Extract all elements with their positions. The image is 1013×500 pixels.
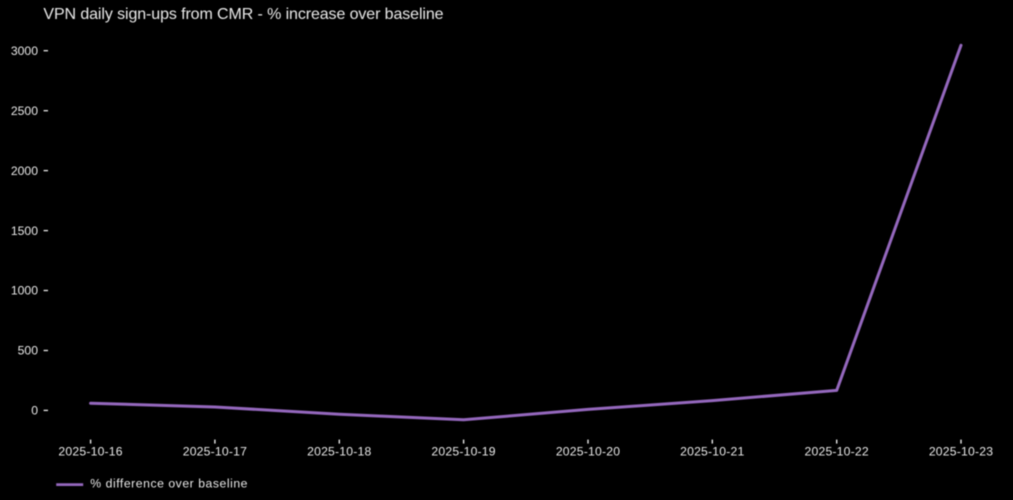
svg-text:0: 0 [31,404,38,418]
svg-text:2000: 2000 [11,164,38,178]
svg-text:2025-10-22: 2025-10-22 [805,445,869,459]
svg-text:2025-10-20: 2025-10-20 [556,445,620,459]
svg-text:2025-10-18: 2025-10-18 [307,445,371,459]
svg-text:2025-10-23: 2025-10-23 [929,445,993,459]
svg-text:VPN daily sign-ups from CMR -: VPN daily sign-ups from CMR - % increase… [43,6,443,23]
svg-text:500: 500 [18,344,39,358]
svg-text:1500: 1500 [11,224,38,238]
svg-text:% difference over baseline: % difference over baseline [90,476,248,490]
svg-text:2025-10-16: 2025-10-16 [58,445,122,459]
svg-text:3000: 3000 [11,44,38,58]
svg-text:2025-10-17: 2025-10-17 [183,445,247,459]
svg-text:1000: 1000 [11,284,38,298]
svg-text:2025-10-21: 2025-10-21 [680,445,744,459]
svg-text:2500: 2500 [11,104,38,118]
svg-text:2025-10-19: 2025-10-19 [431,445,495,459]
